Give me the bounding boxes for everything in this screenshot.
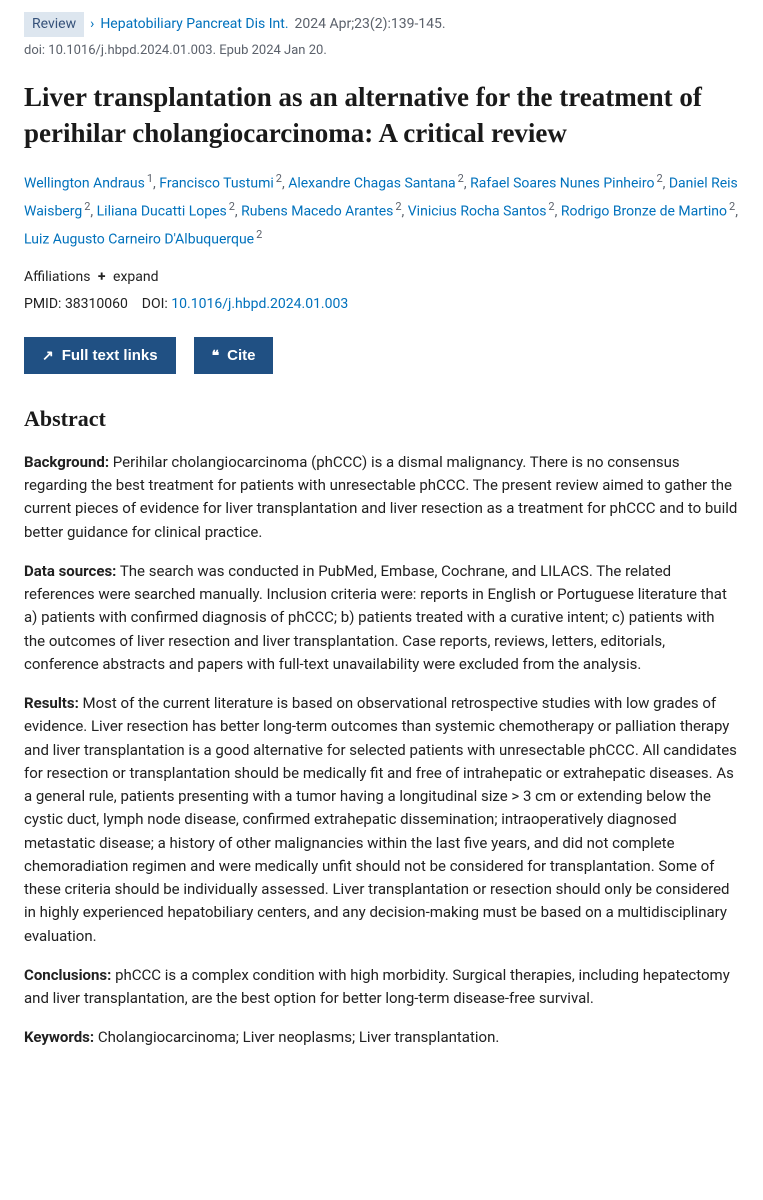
author-link[interactable]: Rodrigo Bronze de Martino xyxy=(561,204,727,220)
abstract-section-text: The search was conducted in PubMed, Emba… xyxy=(24,562,727,673)
abstract-section: Results: Most of the current literature … xyxy=(24,692,739,948)
doi-label: DOI: xyxy=(142,296,168,312)
pmid-label: PMID: xyxy=(24,296,61,312)
author-link[interactable]: Alexandre Chagas Santana xyxy=(288,176,455,192)
abstract-body: Background: Perihilar cholangiocarcinoma… xyxy=(24,451,739,1050)
abstract-section-text: Most of the current literature is based … xyxy=(24,694,737,945)
author-link[interactable]: Rafael Soares Nunes Pinheiro xyxy=(470,176,654,192)
plus-icon: + xyxy=(98,267,106,288)
abstract-section-text: Cholangiocarcinoma; Liver neoplasms; Liv… xyxy=(94,1028,499,1046)
abstract-section: Data sources: The search was conducted i… xyxy=(24,560,739,676)
action-button-row: ↗ Full text links ❝ Cite xyxy=(24,337,739,374)
publication-type-badge: Review xyxy=(24,12,84,37)
author-link[interactable]: Vinicius Rocha Santos xyxy=(408,204,547,220)
abstract-section-label: Conclusions: xyxy=(24,966,111,984)
abstract-section-label: Data sources: xyxy=(24,562,116,580)
pmid-value: 38310060 xyxy=(65,296,128,312)
affiliations-label: Affiliations xyxy=(24,269,90,285)
chevron-right-icon: › xyxy=(90,14,94,35)
abstract-section-label: Results: xyxy=(24,694,79,712)
author-separator: , xyxy=(735,204,738,220)
abstract-heading: Abstract xyxy=(24,402,739,435)
author-link[interactable]: Rubens Macedo Arantes xyxy=(241,204,393,220)
citation-header: Review › Hepatobiliary Pancreat Dis Int.… xyxy=(24,12,739,37)
article-title: Liver transplantation as an alternative … xyxy=(24,79,739,152)
author-link[interactable]: Liliana Ducatti Lopes xyxy=(97,204,227,220)
affiliations-toggle[interactable]: Affiliations + expand xyxy=(24,267,739,288)
abstract-section-label: Keywords: xyxy=(24,1028,94,1046)
abstract-section: Background: Perihilar cholangiocarcinoma… xyxy=(24,451,739,544)
author-link[interactable]: Luiz Augusto Carneiro D'Albuquerque xyxy=(24,232,254,248)
external-link-icon: ↗ xyxy=(42,347,54,364)
doi-link[interactable]: 10.1016/j.hbpd.2024.01.003 xyxy=(171,296,348,312)
doi-epub-line: doi: 10.1016/j.hbpd.2024.01.003. Epub 20… xyxy=(24,41,739,61)
abstract-section: Conclusions: phCCC is a complex conditio… xyxy=(24,964,739,1011)
abstract-section: Keywords: Cholangiocarcinoma; Liver neop… xyxy=(24,1026,739,1049)
journal-link[interactable]: Hepatobiliary Pancreat Dis Int. xyxy=(100,14,288,35)
cite-label: Cite xyxy=(227,347,255,364)
abstract-section-text: phCCC is a complex condition with high m… xyxy=(24,966,730,1007)
abstract-section-label: Background: xyxy=(24,453,109,471)
authors-list: Wellington Andraus1, Francisco Tustumi2,… xyxy=(24,169,739,253)
pub-date-info: 2024 Apr;23(2):139-145. xyxy=(295,14,446,35)
expand-label: expand xyxy=(113,269,158,285)
abstract-section-text: Perihilar cholangiocarcinoma (phCCC) is … xyxy=(24,453,737,541)
identifiers-line: PMID: 38310060 DOI: 10.1016/j.hbpd.2024.… xyxy=(24,294,739,315)
quote-icon: ❝ xyxy=(212,347,220,364)
author-link[interactable]: Francisco Tustumi xyxy=(159,176,273,192)
author-link[interactable]: Wellington Andraus xyxy=(24,176,145,192)
full-text-links-button[interactable]: ↗ Full text links xyxy=(24,337,176,374)
cite-button[interactable]: ❝ Cite xyxy=(194,337,274,374)
affiliation-superscript: 2 xyxy=(256,228,262,241)
full-text-label: Full text links xyxy=(62,347,158,364)
